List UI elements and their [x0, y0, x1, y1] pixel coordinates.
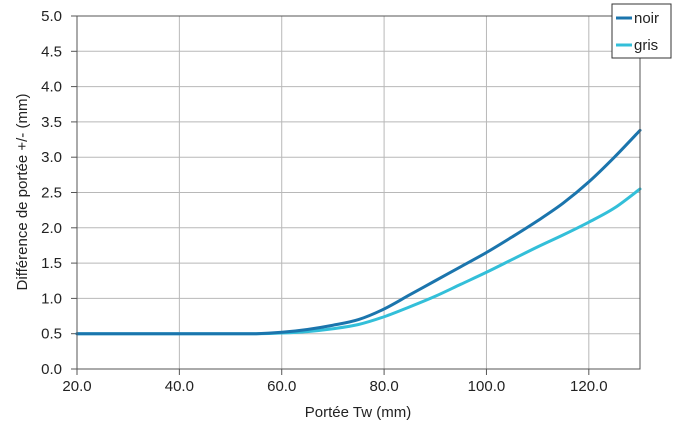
x-tick-label: 80.0	[369, 378, 398, 395]
x-tick-label: 20.0	[62, 378, 91, 395]
legend-label-noir: noir	[634, 10, 659, 27]
x-tick-label: 60.0	[267, 378, 296, 395]
y-tick-label: 1.0	[41, 290, 62, 307]
y-axis-label: Différence de portée +/- (mm)	[14, 94, 31, 291]
y-tick-label: 1.5	[41, 255, 62, 272]
legend-box	[611, 3, 672, 59]
y-tick-label: 4.0	[41, 79, 62, 96]
legend: noir gris	[611, 3, 672, 59]
legend-label-gris: gris	[634, 37, 658, 54]
plot-frame	[76, 15, 641, 370]
x-tick-label: 100.0	[468, 378, 506, 395]
y-tick-labels: 0.0 0.5 1.0 1.5 2.0 2.5 3.0 3.5 4.0 4.5 5.0	[41, 8, 62, 378]
y-tick-label: 0.5	[41, 326, 62, 343]
series-line-noir	[75, 128, 642, 336]
x-tick-label: 40.0	[165, 378, 194, 395]
y-tick-label: 4.5	[41, 43, 62, 60]
y-tick-label: 2.5	[41, 185, 62, 202]
x-tick-labels: 20.0 40.0 60.0 80.0 100.0 120.0	[62, 378, 607, 395]
x-tick-label: 120.0	[570, 378, 608, 395]
y-tick-label: 3.5	[41, 114, 62, 131]
y-tick-label: 5.0	[41, 8, 62, 25]
series-lines	[75, 128, 642, 336]
x-axis-label: Portée Tw (mm)	[305, 404, 411, 421]
y-tick-label: 2.0	[41, 220, 62, 237]
y-tick-label: 0.0	[41, 361, 62, 378]
y-tick-label: 3.0	[41, 149, 62, 166]
